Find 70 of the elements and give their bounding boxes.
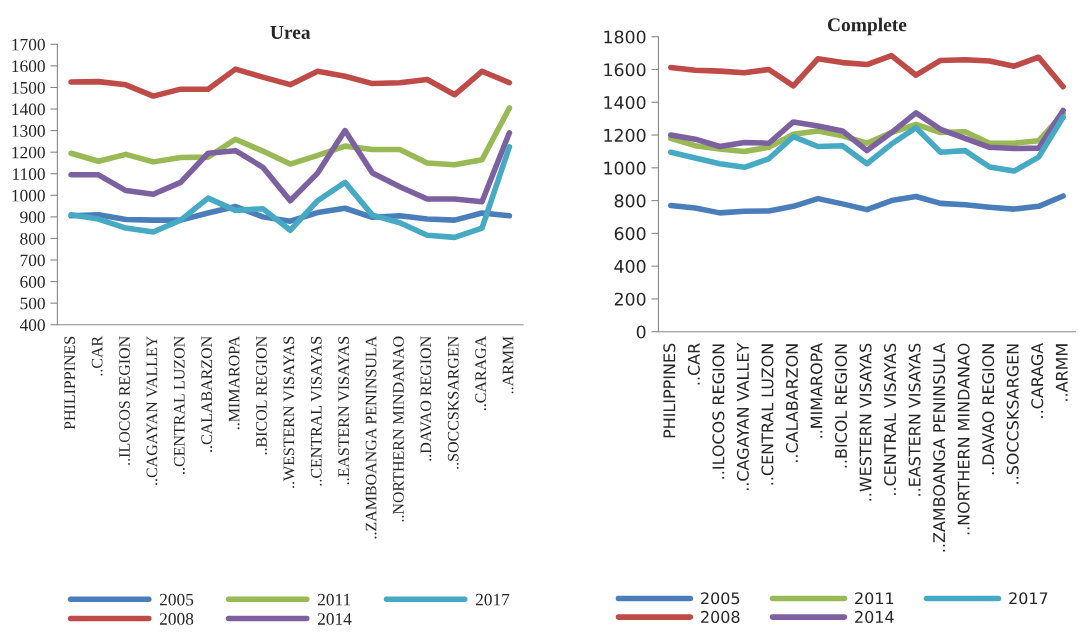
x-tick-label: ..CAR [687, 343, 700, 385]
chart-title: Urea [270, 26, 311, 39]
x-tick-label: ..MIMAROPA [228, 335, 240, 430]
y-tick-label: 600 [20, 276, 45, 288]
x-tick-label: ..CALABARZON [201, 336, 213, 452]
x-tick-label: ..ARMM [1055, 344, 1068, 401]
y-tick-label: 1000 [604, 161, 646, 175]
y-tick-label: 800 [20, 232, 45, 245]
y-tick-label: 600 [614, 227, 646, 241]
chart-title: Complete [827, 17, 907, 36]
x-tick-label: ..SOCCSKSARGEN [447, 336, 459, 469]
y-tick-label: 1400 [12, 103, 45, 116]
x-tick-label: ..CALABARZON [785, 344, 798, 462]
x-tick-label: ..ILOCOS REGION [712, 344, 725, 479]
y-tick-label: 1400 [604, 95, 646, 110]
x-tick-label: PHILIPPINES [663, 343, 676, 438]
legend-label: 2005 [159, 593, 194, 606]
x-tick-label: ..ZAMBOANGA PENINSULA [365, 335, 377, 539]
x-tick-label: ..EASTERN VISAYAS [338, 336, 350, 485]
legend-label: 2017 [1009, 592, 1048, 605]
x-tick-label: ..EASTERN VISAYAS [908, 343, 921, 496]
y-tick-label: 400 [19, 319, 45, 331]
legend-label: 2008 [701, 610, 740, 623]
legend-label: 2011 [317, 593, 351, 606]
x-tick-label: ..NORTHERN MINDANAO [957, 343, 970, 535]
legend-label: 2014 [317, 613, 352, 625]
x-tick-label: ..CAGAYAN VALLEY [736, 342, 749, 491]
x-tick-label: ..WESTERN VISAYAS [283, 336, 295, 488]
x-tick-label: ..CAGAYAN VALLEY [146, 336, 158, 485]
x-tick-label: ..BICOL REGION [256, 336, 267, 455]
x-tick-label: ..CAR [91, 335, 103, 376]
y-tick-label: 1200 [12, 146, 45, 159]
y-tick-label: 800 [614, 194, 646, 208]
y-tick-label: 1200 [604, 128, 646, 142]
x-tick-label: ..CENTRAL VISAYAS [884, 343, 897, 495]
y-tick-label: 1600 [604, 63, 646, 77]
x-tick-label: ..NORTHERN MINDANAO [393, 336, 404, 522]
y-tick-label: 1600 [12, 60, 45, 73]
legend-label: 2011 [855, 592, 894, 605]
y-tick-label: 700 [20, 254, 45, 267]
y-tick-label: 500 [20, 297, 45, 310]
x-tick-label: ..DAVAO REGION [420, 336, 432, 461]
legend-label: 2014 [855, 610, 894, 623]
x-tick-label: ..CENTRAL LUZON [173, 336, 185, 474]
legend-label: 2008 [159, 613, 194, 625]
x-tick-label: ..SOCCSKSARGEN [1006, 344, 1019, 484]
x-tick-label: ..MIMAROPA [810, 342, 823, 438]
x-tick-label: ..CENTRAL VISAYAS [310, 336, 322, 486]
y-tick-label: 1500 [12, 81, 45, 94]
x-tick-label: ..ZAMBOANGA PENINSULA [933, 342, 946, 552]
x-tick-label: ..CARAGA [1031, 342, 1044, 418]
y-tick-label: 400 [614, 259, 646, 273]
x-tick-label: PHILIPPINES [64, 336, 76, 430]
x-tick-label: ..DAVAO REGION [982, 344, 995, 475]
x-tick-label: ..ILOCOS REGION [119, 336, 130, 465]
x-tick-label: ..CARAGA [475, 335, 487, 411]
x-tick-label: ..BICOL REGION [834, 344, 848, 468]
y-tick-label: 900 [20, 211, 45, 224]
y-tick-label: 1300 [12, 125, 45, 137]
y-tick-label: 1100 [13, 168, 45, 180]
legend-label: 2005 [701, 592, 740, 605]
x-tick-label: ..WESTERN VISAYAS [859, 343, 872, 501]
y-tick-label: 1700 [12, 38, 45, 51]
x-tick-label: ..CENTRAL LUZON [761, 344, 774, 485]
y-tick-label: 200 [614, 292, 646, 306]
legend-label: 2017 [475, 593, 510, 606]
y-tick-label: 0 [636, 325, 646, 339]
x-tick-label: ..ARMM [502, 336, 514, 394]
y-tick-label: 1000 [12, 189, 45, 202]
y-tick-label: 1800 [604, 30, 646, 44]
